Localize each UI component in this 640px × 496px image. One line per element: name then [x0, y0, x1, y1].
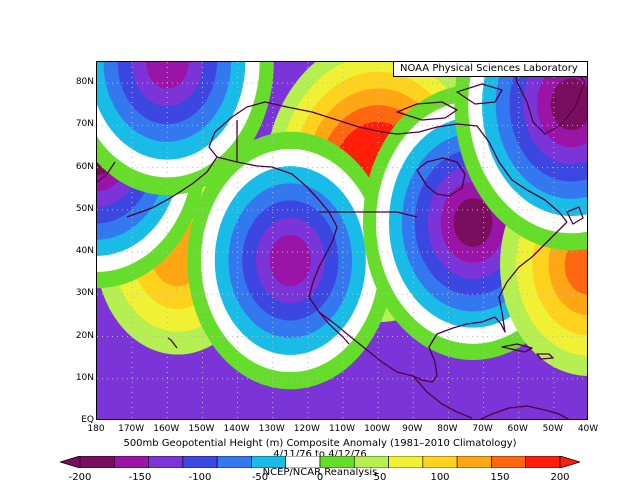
colorbar-tick-label: -150 [128, 472, 152, 483]
atlantic-coast [494, 221, 568, 333]
lat-tick-label: 80N [75, 77, 94, 88]
anomaly-contour-6-6 [145, 62, 189, 89]
lon-tick-label: 50W [542, 424, 564, 434]
lon-tick-label: 160W [153, 424, 180, 434]
labrador-coast [476, 125, 568, 223]
colorbar-tick-label: 200 [550, 472, 570, 483]
siberia-coast [97, 161, 116, 183]
newfoundland [566, 206, 584, 225]
colorbar-tick-label: -50 [251, 472, 269, 483]
gulf-of-alaska-coast [216, 156, 338, 228]
lon-tick-label: 140W [223, 424, 250, 434]
colorbar-tick-label: -200 [68, 472, 92, 483]
hispaniola [536, 353, 554, 360]
cuba [501, 343, 533, 353]
colorbar-tick-label: 0 [316, 472, 324, 483]
lat-tick-label: EQ [81, 415, 94, 425]
anomaly-contour-3-7 [453, 198, 493, 247]
colorbar-tick-label: 100 [430, 472, 450, 483]
lon-tick-label: 170W [118, 424, 145, 434]
lon-tick-label: 60W [507, 424, 528, 434]
lon-tick-label: 40W [577, 424, 599, 434]
lon-tick-label: 180 [87, 424, 105, 434]
caption-title: 500mb Geopotential Height (m) Composite … [123, 438, 517, 449]
hawaii [167, 337, 178, 349]
lat-tick-label: 60N [75, 161, 94, 172]
arctic-islands-b [456, 83, 503, 105]
hudson-bay [416, 157, 466, 197]
lat-tick-label: 30N [75, 288, 94, 299]
south-america-coast [479, 405, 570, 419]
lon-tick-label: 130W [258, 424, 285, 434]
lon-tick-label: 100W [364, 424, 391, 434]
alaska-west-coast [126, 116, 233, 218]
anomaly-contour-7-7 [550, 78, 587, 131]
anomaly-contour-2-6 [269, 234, 311, 287]
arctic-coast [231, 101, 478, 135]
baja-coast [318, 311, 350, 345]
lat-tick-label: 40N [75, 246, 94, 257]
colorbar-high-arrow [559, 456, 580, 468]
lat-tick-label: 10N [75, 372, 94, 383]
lat-lon-grid [97, 62, 587, 419]
caption-dates: 4/11/76 to 4/12/76 [273, 449, 367, 460]
anomaly-fills [97, 62, 587, 390]
colorbar-tick-label: 50 [373, 472, 387, 483]
map-panel [96, 61, 588, 420]
gulf-coast [412, 316, 496, 383]
lat-tick-label: 70N [75, 119, 94, 130]
lat-tick-label: 20N [75, 330, 94, 341]
colorbar-tick-label: 150 [490, 472, 510, 483]
lat-tick-label: 50N [75, 203, 94, 214]
central-america-coast [412, 375, 473, 419]
caption-source: NCEP/NCAR Reanalysis [262, 467, 378, 478]
lon-tick-label: 80W [437, 424, 458, 434]
colorbar [60, 456, 580, 468]
lon-tick-label: 90W [402, 424, 423, 434]
lon-tick-label: 150W [188, 424, 215, 434]
anomaly-map [97, 62, 587, 419]
lon-tick-label: 70W [472, 424, 493, 434]
lon-tick-label: 110W [328, 424, 356, 434]
us-canada-border [319, 211, 418, 218]
colorbar-tick-label: -100 [188, 472, 212, 483]
credit-label: NOAA Physical Sciences Laboratory [393, 61, 588, 77]
arctic-islands-a [396, 101, 458, 121]
lon-tick-label: 120W [293, 424, 320, 434]
